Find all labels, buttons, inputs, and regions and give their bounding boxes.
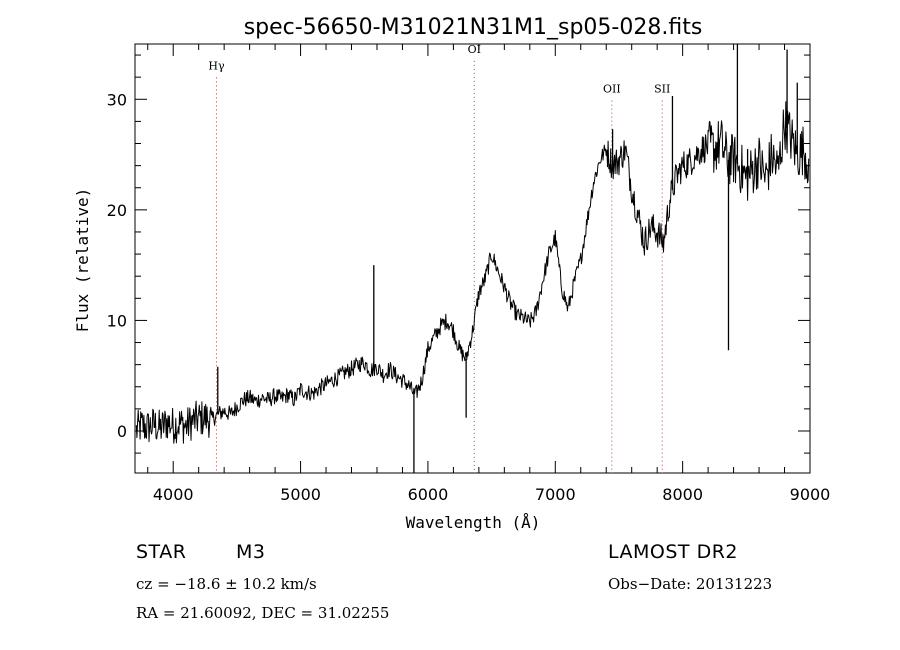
line-marker-label: OII xyxy=(603,83,621,96)
x-tick-label: 9000 xyxy=(790,485,831,504)
chart-title: spec-56650-M31021N31M1_sp05-028.fits xyxy=(244,15,703,40)
x-tick-label: 6000 xyxy=(408,485,449,504)
survey-name: LAMOST DR2 xyxy=(608,541,738,563)
y-tick-label: 20 xyxy=(107,201,127,220)
x-axis-label: Wavelength (Å) xyxy=(406,513,541,532)
spectrum-spikes xyxy=(217,44,798,473)
observation-date: Obs−Date: 20131223 xyxy=(608,575,773,593)
redshift-velocity: cz = −18.6 ± 10.2 km/s xyxy=(136,575,317,593)
line-marker-label: Hγ xyxy=(208,59,225,72)
x-tick-label: 7000 xyxy=(535,485,576,504)
x-tick-label: 4000 xyxy=(153,485,194,504)
object-subclass: M3 xyxy=(236,541,266,563)
y-tick-label: 10 xyxy=(107,311,127,330)
y-tick-label: 30 xyxy=(107,90,127,109)
plot-axes: 4000 5000 6000 7000 8000 9000 0 10 20 30 xyxy=(107,43,831,504)
sky-coordinates: RA = 21.60092, DEC = 31.02255 xyxy=(136,604,390,622)
y-axis-label: Flux (relative) xyxy=(73,188,92,333)
x-tick-label: 5000 xyxy=(280,485,321,504)
y-tick-label: 0 xyxy=(117,422,127,441)
object-class: STAR xyxy=(136,541,187,563)
spectrum-line xyxy=(135,101,810,444)
line-marker-label: OI xyxy=(468,43,481,56)
x-tick-label: 8000 xyxy=(662,485,703,504)
plot-frame xyxy=(134,43,811,474)
line-marker-label: SII xyxy=(654,83,670,96)
line-markers: Hγ OI OII SII xyxy=(208,43,670,473)
